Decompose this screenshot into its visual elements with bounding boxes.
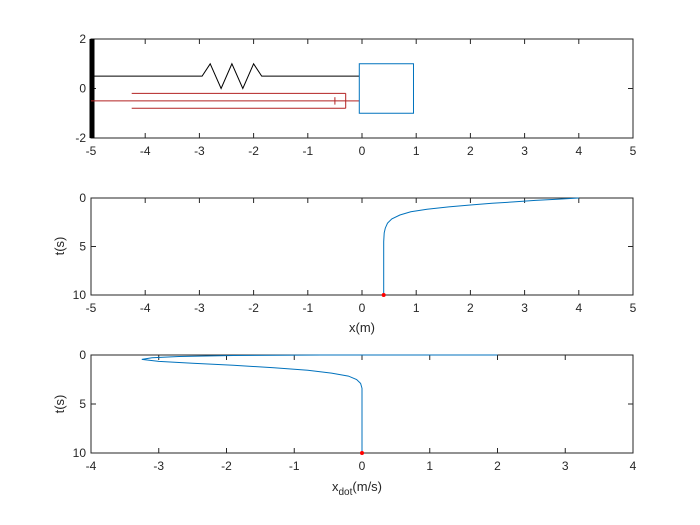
schematic-x-ticks: -5 -4 -3 -2 -1 0 1 2 3 4 5 — [86, 39, 637, 158]
x-tick-label: 1 — [413, 301, 420, 315]
y-tick-label: 0 — [79, 82, 86, 96]
x-tick-label: -4 — [140, 144, 151, 158]
x-tick-label: 2 — [494, 459, 501, 473]
velocity-content — [141, 354, 498, 455]
position-axes-box — [90, 197, 634, 296]
x-tick-label: 4 — [575, 301, 582, 315]
x-tick-label: -4 — [86, 459, 97, 473]
x-tick-label: 3 — [521, 144, 528, 158]
schematic-panel: -5 -4 -3 -2 -1 0 1 2 3 4 5 2 0 -2 — [75, 32, 636, 158]
x-tick-label: 3 — [562, 459, 569, 473]
mass-block — [358, 63, 414, 114]
velocity-y-ticks: 0 5 10 — [73, 348, 633, 460]
position-y-ticks: 0 5 10 — [73, 191, 633, 302]
y-tick-label: 10 — [73, 446, 87, 460]
velocity-x-axis-label-main: x — [332, 479, 339, 494]
x-tick-label: 4 — [575, 144, 582, 158]
schematic-axes-box — [90, 38, 634, 139]
x-tick-label: -2 — [248, 301, 259, 315]
x-tick-label: 5 — [630, 301, 637, 315]
x-tick-label: -3 — [194, 144, 205, 158]
x-tick-label: 0 — [359, 301, 366, 315]
x-tick-label: 2 — [467, 301, 474, 315]
x-tick-label: 1 — [413, 144, 420, 158]
position-content — [381, 197, 579, 297]
x-tick-label: 0 — [359, 144, 366, 158]
y-tick-label: 0 — [79, 191, 86, 205]
x-tick-label: 2 — [467, 144, 474, 158]
x-tick-label: 3 — [521, 301, 528, 315]
spring — [91, 62, 360, 90]
velocity-x-axis-label: xdot(m/s) — [332, 479, 382, 498]
y-tick-label: 10 — [73, 288, 87, 302]
x-tick-label: -5 — [86, 144, 97, 158]
trace-line — [141, 354, 498, 453]
x-tick-label: -4 — [140, 301, 151, 315]
position-y-axis-label: t(s) — [52, 237, 67, 256]
velocity-x-ticks: -4 -3 -2 -1 0 1 2 3 4 — [86, 355, 637, 473]
x-tick-label: 5 — [630, 144, 637, 158]
velocity-y-axis-label: t(s) — [52, 395, 67, 414]
y-tick-label: 5 — [79, 240, 86, 254]
end-marker — [360, 451, 364, 455]
y-tick-label: 2 — [79, 32, 86, 46]
trace-line — [383, 197, 579, 295]
velocity-panel: -4 -3 -2 -1 0 1 2 3 4 0 5 10 xdot(m/s) t(s) — [52, 348, 637, 498]
end-marker — [381, 293, 386, 297]
y-tick-label: 5 — [79, 397, 86, 411]
x-tick-label: -5 — [86, 301, 97, 315]
x-tick-label: 1 — [426, 459, 433, 473]
x-tick-label: -1 — [289, 459, 300, 473]
x-tick-label: -1 — [302, 301, 313, 315]
schematic-content — [89, 39, 414, 138]
position-x-ticks: -5 -4 -3 -2 -1 0 1 2 3 4 5 — [86, 198, 637, 315]
x-tick-label: 0 — [359, 459, 366, 473]
x-tick-label: -2 — [248, 144, 259, 158]
x-tick-label: -3 — [153, 459, 164, 473]
velocity-x-axis-label-unit: (m/s) — [352, 479, 382, 494]
y-tick-label: -2 — [75, 131, 86, 145]
x-tick-label: -2 — [221, 459, 232, 473]
position-x-axis-label: x(m) — [349, 320, 375, 335]
velocity-x-axis-label-sub: dot — [339, 487, 353, 498]
position-panel: -5 -4 -3 -2 -1 0 1 2 3 4 5 0 5 10 x(m) t(s) — [52, 191, 637, 335]
schematic-y-ticks: 2 0 -2 — [75, 32, 633, 145]
x-tick-label: -3 — [194, 301, 205, 315]
x-tick-label: 4 — [630, 459, 637, 473]
x-tick-label: -1 — [302, 144, 313, 158]
y-tick-label: 0 — [79, 348, 86, 362]
